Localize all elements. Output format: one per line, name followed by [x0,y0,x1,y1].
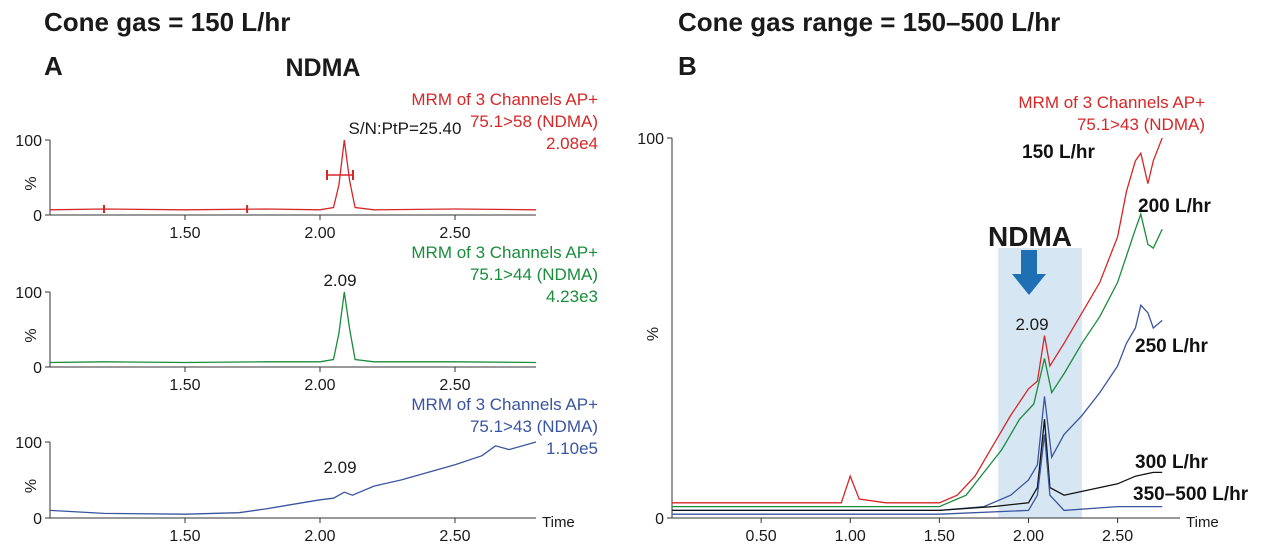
y-tick-label: 100 [15,435,42,452]
series-legend-label: 200 L/hr [1138,196,1211,217]
x-tick-label: 2.00 [304,528,335,545]
series-line [672,211,1163,508]
compound-title: NDMA [286,54,361,82]
x-tick-label: 2.50 [439,377,470,394]
channel-header-line: MRM of 3 Channels AP+ [1018,93,1205,112]
y-tick-label: 100 [15,133,42,150]
y-tick-label: 0 [655,511,664,528]
channel-header-line: 75.1>43 (NDMA) [1077,115,1205,134]
x-axis-label: Time [542,514,575,531]
series-line [672,137,1163,504]
series-line [49,291,537,364]
y-axis-label: % [645,327,662,341]
channel-header-line: MRM of 3 Channels AP+ [411,243,598,262]
x-tick-label: 1.50 [169,377,200,394]
channel-header-line: 4.23e3 [546,287,598,306]
ndma-arrow-icon [1012,250,1046,295]
channel-header-line: 75.1>43 (NDMA) [470,417,598,436]
peak-annotation: 2.09 [323,458,356,477]
channel-header-line: 75.1>58 (NDMA) [470,112,598,131]
y-axis-label: % [23,176,40,190]
panel-b-label: B [678,51,697,81]
x-tick-label: 2.50 [439,225,470,242]
x-tick-label: 2.00 [304,225,335,242]
y-tick-label: 0 [33,511,42,528]
channel-header-line: 75.1>44 (NDMA) [470,265,598,284]
series-legend-label: 150 L/hr [1022,142,1095,163]
peak-annotation: 2.09 [1015,315,1048,334]
series-line [672,434,1163,515]
series-legend-label: 300 L/hr [1135,452,1208,473]
channel-header-line: MRM of 3 Channels AP+ [411,90,598,109]
compound-title: NDMA [988,221,1072,252]
series-line [672,419,1163,512]
y-axis-label: % [23,479,40,493]
x-tick-label: 2.00 [304,377,335,394]
x-tick-label: 1.50 [169,225,200,242]
series-line [49,139,537,211]
x-tick-label: 1.50 [169,528,200,545]
y-axis-label: % [23,328,40,342]
series-line [49,441,537,515]
y-tick-label: 0 [33,208,42,225]
x-tick-label: 2.50 [439,528,470,545]
x-tick-label: 0.50 [746,528,777,545]
y-tick-label: 100 [637,131,664,148]
panel-a-label: A [44,51,63,81]
channel-header-line: 2.08e4 [546,134,598,153]
series-legend-label: 250 L/hr [1135,336,1208,357]
y-tick-label: 0 [33,360,42,377]
x-tick-label: 1.00 [835,528,866,545]
x-tick-label: 2.00 [1013,528,1044,545]
series-line [672,303,1163,512]
left-figure-title: Cone gas = 150 L/hr [44,7,291,37]
series-legend-label: 350–500 L/hr [1133,484,1249,505]
x-tick-label: 1.50 [924,528,955,545]
right-figure-title: Cone gas range = 150–500 L/hr [678,7,1061,37]
channel-header-line: 1.10e5 [546,439,598,458]
peak-annotation: 2.09 [323,271,356,290]
y-tick-label: 100 [15,285,42,302]
peak-annotation: S/N:PtP=25.40 [349,119,462,138]
x-axis-label: Time [1186,514,1219,531]
x-tick-label: 2.50 [1102,528,1133,545]
channel-header-line: MRM of 3 Channels AP+ [411,395,598,414]
